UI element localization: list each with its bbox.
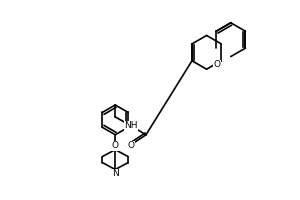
Text: O: O: [128, 141, 135, 150]
Text: O: O: [112, 141, 119, 150]
Text: O: O: [214, 60, 221, 69]
Text: NH: NH: [124, 121, 138, 130]
Text: N: N: [112, 169, 119, 178]
